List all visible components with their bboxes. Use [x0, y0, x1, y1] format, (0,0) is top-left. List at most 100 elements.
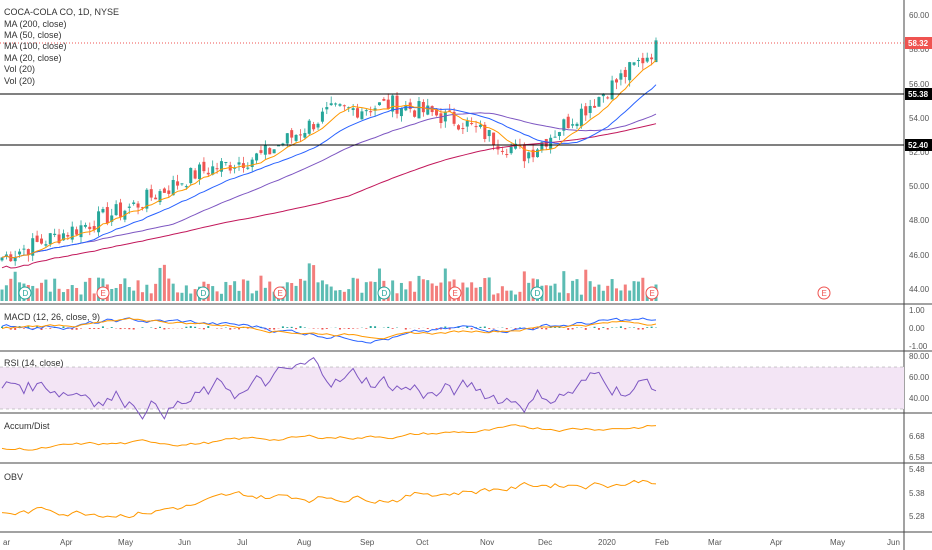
candle-body	[105, 207, 109, 224]
macd-histogram-bar	[417, 328, 420, 329]
candle-body	[338, 104, 342, 106]
time-axis[interactable]: ar Apr May Jun Jul Aug Sep Oct Nov Dec 2020 Feb Mar A…	[3, 538, 900, 547]
macd-histogram-bar	[404, 328, 407, 330]
price-axis[interactable]: 60.00 58.00 56.00 54.00 52.00 50.00 48.0…	[909, 11, 930, 294]
legend-ma200: MA (200, close)	[4, 19, 67, 29]
macd-histogram-bar	[273, 328, 276, 330]
candle-body	[66, 235, 70, 237]
resistance-tag: 55.38	[908, 90, 929, 99]
candlesticks[interactable]	[0, 37, 658, 266]
rsi-pane[interactable]: RSI (14, close) 80.00 60.00 40.00	[1, 352, 930, 420]
candle-body	[26, 249, 30, 255]
candle-body	[158, 191, 162, 203]
volume-bar	[514, 294, 518, 301]
candle-body	[641, 57, 645, 64]
macd-histogram-bar	[49, 328, 52, 329]
candle-body	[492, 132, 496, 145]
volume-bar	[189, 293, 193, 301]
volume-bar	[92, 293, 96, 301]
candle-body	[334, 103, 338, 105]
dividend-label: D	[23, 289, 29, 298]
candle-body	[40, 238, 44, 244]
volume-bar	[79, 294, 83, 301]
accum-dist-pane[interactable]: Accum/Dist 6.68 6.58	[1, 421, 925, 462]
macd-histogram-bar	[303, 327, 306, 328]
volume-bar	[465, 287, 469, 301]
rsi-band	[0, 367, 904, 409]
candle-body	[549, 137, 553, 150]
volume-bar	[474, 287, 478, 301]
volume-bar	[623, 284, 627, 301]
candle-body	[246, 167, 250, 169]
volume-bar	[316, 282, 320, 301]
volume-bar	[404, 289, 408, 301]
candle-body	[22, 248, 26, 250]
obv-pane[interactable]: OBV 5.48 5.38 5.28	[1, 465, 925, 521]
volume-bar	[439, 282, 443, 301]
volume-bar	[417, 275, 421, 301]
legend-vol-1: Vol (20)	[4, 64, 35, 74]
candle-body	[48, 233, 52, 245]
candle-body	[18, 251, 22, 255]
macd-tick: 1.00	[909, 306, 925, 315]
macd-pane[interactable]: MACD (12, 26, close, 9) 1.00 0.00 -1.00	[1, 306, 928, 351]
earnings-label: E	[101, 289, 106, 298]
candle-body	[650, 57, 654, 60]
obv-title: OBV	[4, 472, 23, 482]
macd-histogram-bar	[448, 328, 451, 330]
volume-bar	[575, 279, 579, 301]
volume-bar	[320, 280, 324, 301]
volume-bar	[140, 292, 144, 301]
volume-bar	[40, 282, 44, 301]
volume-bar	[75, 287, 79, 301]
candle-body	[75, 229, 79, 235]
dividend-label: D	[535, 289, 541, 298]
volume-bar	[373, 281, 377, 301]
candle-body	[364, 110, 368, 112]
macd-histogram-bar	[159, 326, 162, 328]
macd-histogram-bar	[637, 328, 640, 330]
macd-histogram-bar	[220, 328, 223, 329]
earnings-label: E	[453, 289, 458, 298]
volume-bar	[430, 283, 434, 301]
earnings-label: E	[650, 289, 655, 298]
ma200-line	[1, 123, 657, 269]
candle-body	[584, 106, 588, 116]
macd-histogram-bar	[242, 327, 245, 328]
candle-body	[298, 134, 302, 136]
candle-body	[44, 244, 48, 246]
candle-body	[250, 159, 254, 167]
candle-body	[391, 95, 395, 112]
candle-body	[575, 123, 579, 127]
candle-body	[277, 145, 281, 147]
accum-tick: 6.68	[909, 432, 925, 441]
candle-body	[356, 108, 360, 118]
candle-body	[636, 60, 640, 62]
candle-body	[531, 149, 535, 158]
candle-body	[386, 99, 390, 110]
candle-body	[325, 107, 329, 110]
legend-ma50: MA (50, close)	[4, 30, 62, 40]
macd-histogram-bar	[391, 328, 394, 329]
candle-body	[540, 142, 544, 151]
volume-bar	[272, 291, 276, 301]
macd-histogram-bar	[233, 328, 236, 329]
volume-bar	[483, 278, 487, 301]
earnings-icon	[448, 286, 462, 300]
volume-bar	[557, 292, 561, 301]
volume-bar	[334, 290, 338, 301]
volume-bar	[298, 278, 302, 301]
time-label: May	[118, 538, 133, 547]
macd-histogram-bar	[238, 328, 241, 330]
volume-bar	[31, 285, 35, 301]
volume-bar	[544, 285, 548, 301]
candle-body	[83, 224, 87, 227]
volume-bar	[377, 268, 381, 301]
candle-body	[70, 226, 74, 240]
candle-body	[114, 204, 118, 216]
macd-histogram-bar	[325, 328, 328, 329]
macd-histogram-bar	[505, 328, 508, 330]
